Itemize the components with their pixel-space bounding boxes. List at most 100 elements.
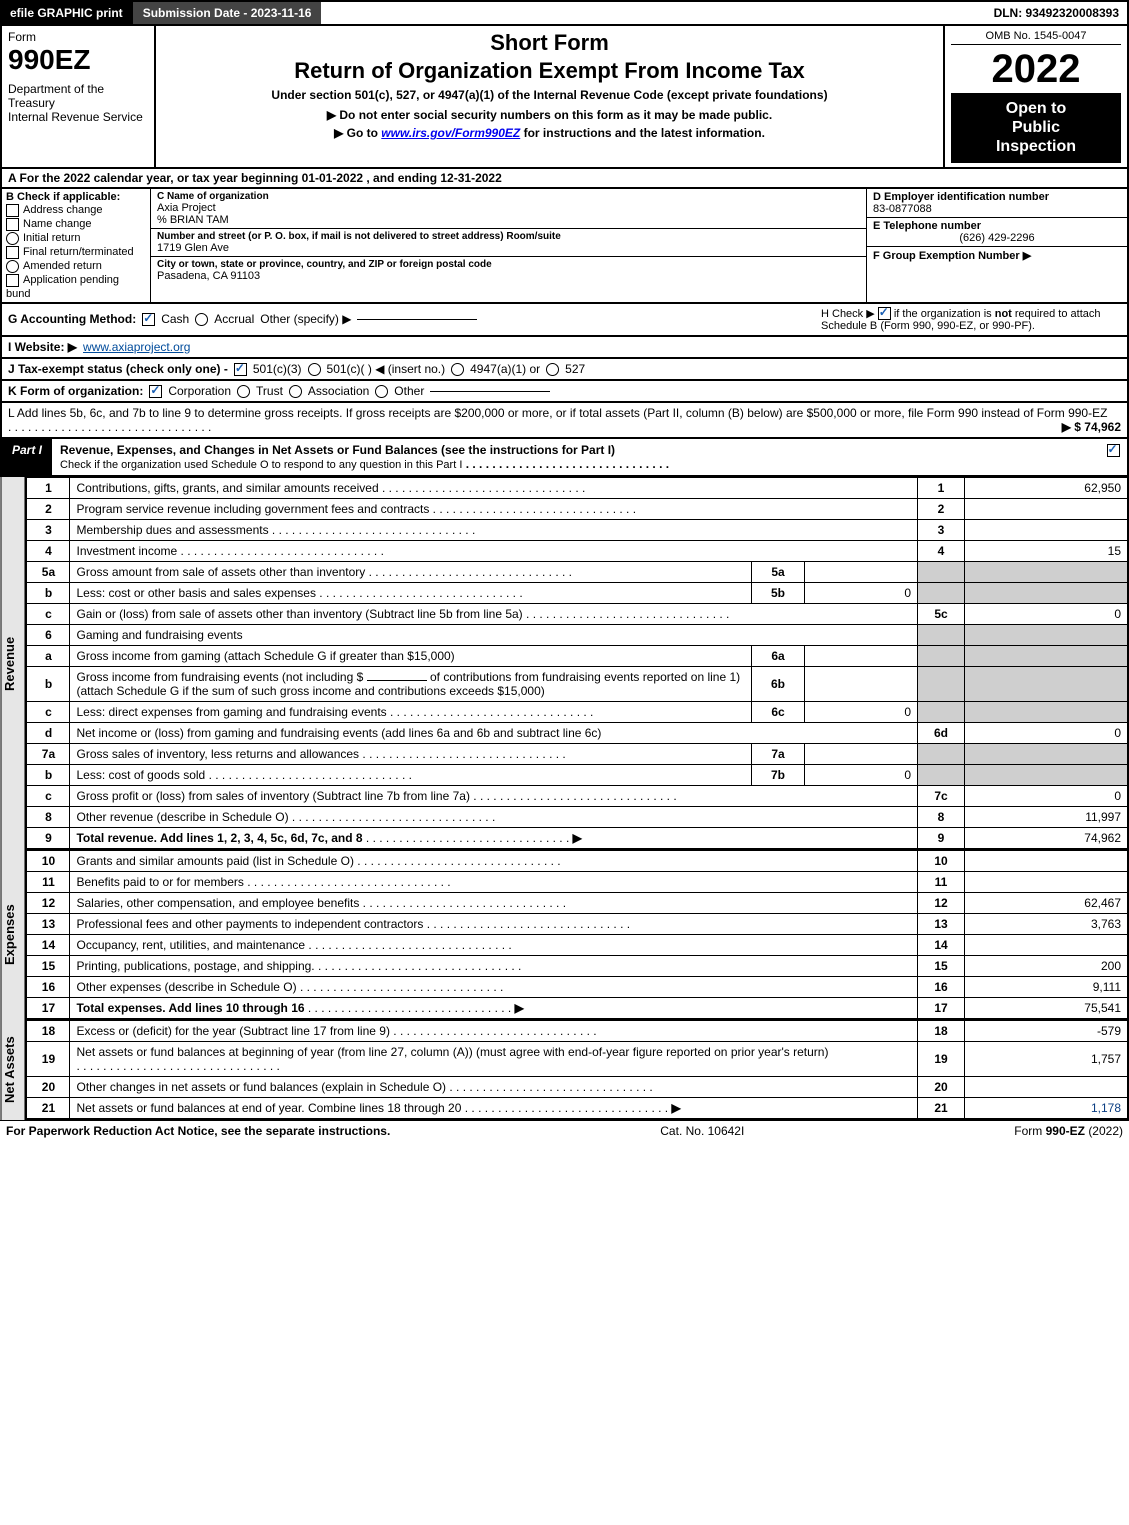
omb-number: OMB No. 1545-0047 [951, 30, 1121, 45]
form-header: Form 990EZ Department of the Treasury In… [0, 26, 1129, 169]
c-street-label: Number and street (or P. O. box, if mail… [157, 231, 860, 242]
checkbox-icon[interactable] [6, 246, 19, 259]
do-not-enter: ▶ Do not enter social security numbers o… [162, 108, 937, 122]
footer-right-form: 990-EZ [1046, 1124, 1085, 1138]
k-o2: Trust [256, 384, 283, 398]
j-o4: 527 [565, 362, 585, 376]
radio-icon[interactable] [451, 363, 464, 376]
irs: Internal Revenue Service [8, 110, 148, 124]
checkbox-icon[interactable] [142, 313, 155, 326]
footer-right-pre: Form [1014, 1124, 1045, 1138]
efile-label[interactable]: efile GRAPHIC print [2, 2, 131, 24]
checkbox-icon[interactable] [6, 218, 19, 231]
header-right: OMB No. 1545-0047 2022 Open to Public In… [943, 26, 1127, 167]
radio-icon[interactable] [546, 363, 559, 376]
radio-icon[interactable] [195, 313, 208, 326]
page-footer: For Paperwork Reduction Act Notice, see … [0, 1120, 1129, 1141]
h-not: not [995, 308, 1012, 320]
radio-icon[interactable] [308, 363, 321, 376]
b-opt-address[interactable]: Address change [6, 204, 146, 217]
top-spacer [321, 2, 985, 24]
checkbox-icon[interactable] [878, 307, 891, 320]
radio-icon[interactable] [6, 260, 19, 273]
footer-left: For Paperwork Reduction Act Notice, see … [6, 1124, 390, 1138]
checkbox-icon[interactable] [1107, 444, 1120, 457]
under-section: Under section 501(c), 527, or 4947(a)(1)… [162, 88, 937, 102]
table-row: 16Other expenses (describe in Schedule O… [27, 977, 1128, 998]
c-city-label: City or town, state or province, country… [157, 259, 860, 270]
section-def: D Employer identification number 83-0877… [867, 189, 1127, 302]
table-row: 21Net assets or fund balances at end of … [27, 1098, 1128, 1120]
l-amount: ▶ $ 74,962 [1062, 420, 1121, 434]
j-o1: 501(c)(3) [253, 362, 302, 376]
line-desc: Contributions, gifts, grants, and simila… [70, 478, 918, 499]
website-link[interactable]: www.axiaproject.org [83, 340, 190, 354]
radio-icon[interactable] [237, 385, 250, 398]
checkbox-icon[interactable] [234, 363, 247, 376]
checkbox-icon[interactable] [149, 385, 162, 398]
table-row: 7aGross sales of inventory, less returns… [27, 744, 1128, 765]
b-opt-amended[interactable]: Amended return [6, 260, 146, 273]
part1-label: Part I [2, 439, 52, 475]
section-b: B Check if applicable: Address change Na… [2, 189, 151, 302]
netassets-section: Net Assets 18Excess or (deficit) for the… [0, 1020, 1129, 1120]
table-row: cGain or (loss) from sale of assets othe… [27, 604, 1128, 625]
table-row: 15Printing, publications, postage, and s… [27, 956, 1128, 977]
l-text: L Add lines 5b, 6c, and 7b to line 9 to … [8, 406, 1107, 420]
section-gh: G Accounting Method: Cash Accrual Other … [0, 304, 1129, 338]
header-left: Form 990EZ Department of the Treasury In… [2, 26, 156, 167]
header-center: Short Form Return of Organization Exempt… [156, 26, 943, 167]
j-o2: 501(c)( ) ◀ (insert no.) [327, 362, 446, 376]
c-city-block: City or town, state or province, country… [151, 257, 866, 284]
part1-checkbox[interactable] [1099, 439, 1127, 475]
checkbox-icon[interactable] [6, 274, 19, 287]
revenue-vlabel: Revenue [0, 477, 26, 850]
table-row: cGross profit or (loss) from sales of in… [27, 786, 1128, 807]
dots [8, 420, 211, 434]
table-row: 17Total expenses. Add lines 10 through 1… [27, 998, 1128, 1020]
k-label: K Form of organization: [8, 384, 143, 398]
b-title: B Check if applicable: [6, 191, 146, 203]
table-row: cLess: direct expenses from gaming and f… [27, 702, 1128, 723]
checkbox-icon[interactable] [6, 204, 19, 217]
table-row: 14Occupancy, rent, utilities, and mainte… [27, 935, 1128, 956]
b-opt-label: Address change [23, 204, 103, 216]
table-row: 6Gaming and fundraising events [27, 625, 1128, 646]
i-label: I Website: ▶ [8, 340, 77, 354]
b-opt-label: Application pending [23, 274, 119, 286]
top-bar: efile GRAPHIC print Submission Date - 20… [0, 0, 1129, 26]
section-l: L Add lines 5b, 6c, and 7b to line 9 to … [0, 403, 1129, 439]
submission-date: Submission Date - 2023-11-16 [131, 2, 322, 24]
netassets-table: 18Excess or (deficit) for the year (Subt… [26, 1020, 1129, 1120]
return-title: Return of Organization Exempt From Incom… [162, 58, 937, 84]
tax-year: 2022 [951, 49, 1121, 89]
h-text1: H Check ▶ [821, 308, 878, 320]
c-name-label: C Name of organization [157, 191, 860, 202]
d-label: D Employer identification number [873, 191, 1121, 203]
radio-icon[interactable] [6, 232, 19, 245]
table-row: 9Total revenue. Add lines 1, 2, 3, 4, 5c… [27, 828, 1128, 850]
b-opt-pending[interactable]: Application pending [6, 274, 146, 287]
goto-link[interactable]: www.irs.gov/Form990EZ [381, 126, 520, 140]
footer-right: Form 990-EZ (2022) [1014, 1124, 1123, 1138]
goto-prefix: ▶ Go to [334, 126, 381, 140]
goto-line: ▶ Go to www.irs.gov/Form990EZ for instru… [162, 126, 937, 140]
radio-icon[interactable] [289, 385, 302, 398]
radio-icon[interactable] [375, 385, 388, 398]
k-other-input[interactable] [430, 391, 550, 392]
e-label: E Telephone number [873, 220, 1121, 232]
phone: (626) 429-2296 [873, 232, 1121, 244]
k-o1: Corporation [168, 384, 231, 398]
table-row: 5aGross amount from sale of assets other… [27, 562, 1128, 583]
g-label: G Accounting Method: [8, 312, 136, 326]
open-line3: Inspection [955, 137, 1117, 156]
open-line1: Open to [955, 99, 1117, 118]
table-row: bLess: cost of goods sold7b0 [27, 765, 1128, 786]
table-row: bGross income from fundraising events (n… [27, 667, 1128, 702]
b-opt-name[interactable]: Name change [6, 218, 146, 231]
b-opt-initial[interactable]: Initial return [6, 232, 146, 245]
part1-header: Part I Revenue, Expenses, and Changes in… [0, 439, 1129, 477]
table-row: 18Excess or (deficit) for the year (Subt… [27, 1021, 1128, 1042]
b-opt-final[interactable]: Final return/terminated [6, 246, 146, 259]
g-other-input[interactable] [357, 319, 477, 320]
